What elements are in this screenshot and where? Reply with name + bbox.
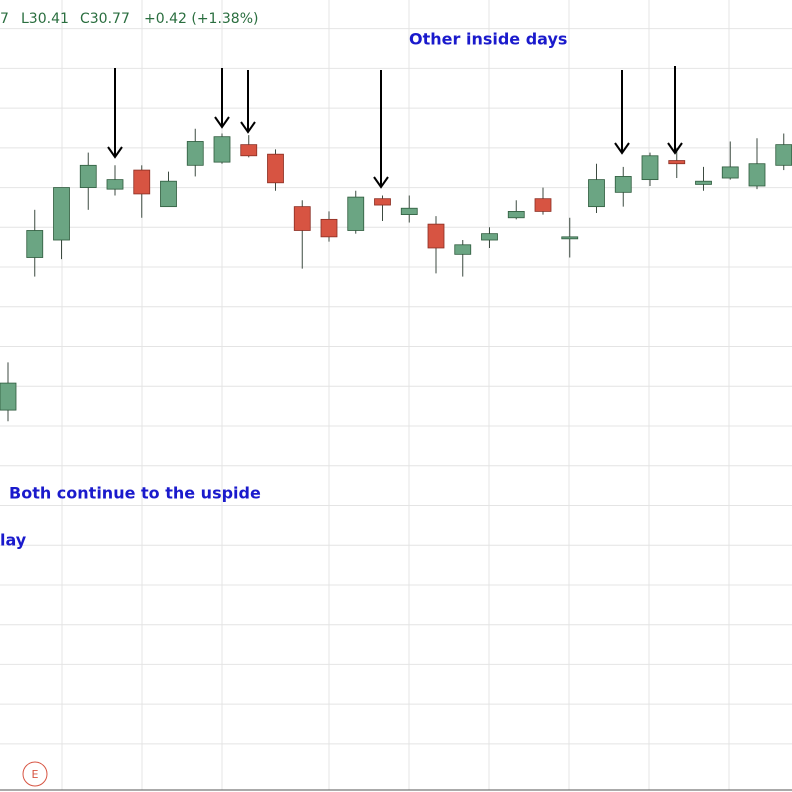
candle-body — [588, 179, 605, 208]
annotation: Other inside days — [409, 30, 567, 49]
candle-body — [695, 180, 712, 185]
event-marker[interactable] — [22, 761, 48, 787]
candle-body — [507, 211, 525, 219]
candle-body — [481, 233, 498, 241]
candle-body — [641, 155, 659, 181]
header-change: +0.42 (+1.38%) — [144, 11, 258, 27]
header-low: L30.41 — [21, 11, 69, 27]
candle-body — [0, 382, 17, 411]
event-label: E — [32, 768, 39, 781]
annotation: Both continue to the uspide — [9, 484, 261, 503]
candle-body — [133, 169, 151, 195]
candle-body — [427, 223, 445, 249]
arrows — [107, 66, 683, 189]
candle-body — [374, 198, 391, 206]
candle-body — [561, 236, 579, 240]
candle-body — [79, 164, 97, 188]
candle-body — [213, 136, 231, 163]
candle-body — [267, 153, 284, 184]
candle-body — [614, 176, 632, 193]
candle-body — [748, 163, 766, 187]
candle-body — [53, 187, 70, 241]
candle-body — [721, 166, 739, 179]
candles — [0, 128, 792, 422]
candle-body — [400, 207, 418, 215]
candle-body — [534, 198, 552, 212]
candle-body — [293, 206, 311, 231]
candle-body — [26, 230, 44, 258]
candle-body — [106, 179, 124, 190]
candle-body — [454, 244, 472, 255]
candle-body — [668, 160, 686, 165]
candle-body — [320, 218, 338, 238]
candle-body — [186, 141, 204, 166]
header-close: C30.77 — [80, 11, 130, 27]
header-open: 7 — [0, 11, 9, 27]
vertical-grid — [61, 0, 730, 790]
candle-body — [240, 144, 258, 157]
annotation: lay — [0, 531, 27, 550]
candle-body — [160, 180, 177, 208]
candle-body — [347, 196, 365, 231]
candle-body — [775, 144, 792, 166]
